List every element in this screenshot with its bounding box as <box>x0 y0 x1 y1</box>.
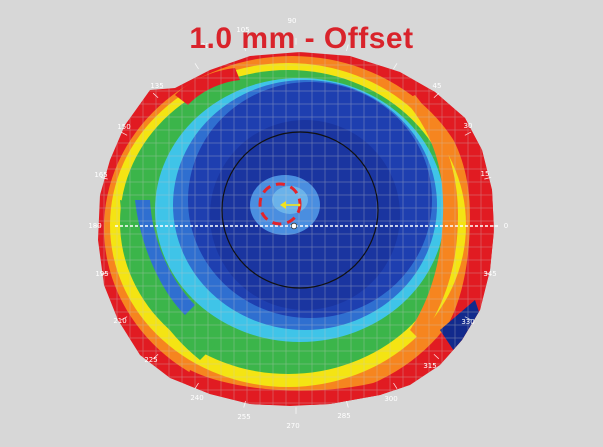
angle-label: 240 <box>190 394 203 402</box>
angle-label: 315 <box>423 362 436 370</box>
angle-tick <box>433 353 440 360</box>
angle-ticks <box>94 38 498 414</box>
angle-label: 300 <box>384 395 397 403</box>
inner-zone-circle <box>221 131 379 289</box>
angle-label: 105 <box>236 26 249 34</box>
angle-label: 270 <box>286 422 299 430</box>
angle-tick <box>464 131 472 136</box>
angle-tick <box>433 92 440 99</box>
arrow-origin-dot <box>297 203 301 207</box>
angle-tick <box>100 272 108 276</box>
angle-label: 30 <box>464 122 473 130</box>
angle-label: 255 <box>237 413 250 421</box>
angle-label: 180 <box>88 222 101 230</box>
offset-title: 1.0 mm - Offset <box>189 22 414 55</box>
angle-tick <box>484 272 492 276</box>
angle-tick <box>120 316 128 321</box>
angle-label: 195 <box>95 270 108 278</box>
open-circle-icon <box>290 222 298 230</box>
angle-tick <box>484 176 492 180</box>
angle-label: 165 <box>94 171 107 179</box>
arrow-left-icon <box>280 201 298 209</box>
angle-tick <box>152 353 159 360</box>
angle-label: 225 <box>144 356 157 364</box>
angle-tick <box>243 44 246 51</box>
angle-tick <box>152 92 159 99</box>
angle-label: 210 <box>113 317 126 325</box>
angle-tick <box>393 382 398 389</box>
angle-tick <box>464 316 472 321</box>
angle-label: 0 <box>504 222 508 230</box>
angle-label: 120 <box>196 42 209 50</box>
angle-label: 285 <box>337 412 350 420</box>
angle-tick <box>346 44 349 51</box>
angle-tick <box>393 63 398 70</box>
angle-label: 15 <box>481 170 490 178</box>
pixel-grid <box>98 52 494 406</box>
angle-label: 135 <box>150 82 163 90</box>
angle-tick <box>194 63 199 70</box>
angle-tick <box>194 382 199 389</box>
angle-labels: 90 105 120 135 45 30 150 165 15 180 0 19… <box>88 17 508 430</box>
angle-tick <box>120 131 128 136</box>
angle-tick <box>100 176 108 180</box>
angle-label: 345 <box>483 270 496 278</box>
angle-label: 330 <box>461 318 474 326</box>
angle-tick <box>346 401 349 408</box>
color-map <box>98 52 494 406</box>
angle-label: 45 <box>433 82 442 90</box>
angle-label: 90 <box>288 17 297 25</box>
dashed-circle-icon <box>258 182 302 226</box>
angle-label: 150 <box>117 123 130 131</box>
angle-tick <box>243 401 246 408</box>
